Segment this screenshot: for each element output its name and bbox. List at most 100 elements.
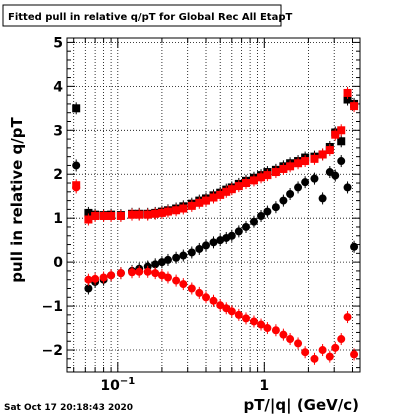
data-point-circle	[157, 271, 166, 280]
data-point-circle	[84, 284, 93, 293]
data-point-circle	[279, 196, 288, 205]
data-point-circle	[318, 194, 327, 203]
data-point-circle	[209, 238, 218, 247]
data-point-square	[257, 173, 266, 182]
y-tick-label: 1	[53, 211, 63, 227]
y-tick-label: 3	[53, 123, 63, 139]
data-point-circle	[294, 183, 303, 192]
data-point-circle	[216, 236, 225, 245]
data-point-square	[350, 102, 359, 111]
data-point-circle	[187, 284, 196, 293]
data-point-circle	[249, 317, 258, 326]
data-point-square	[227, 185, 236, 194]
timestamp-footer: Sat Oct 17 20:18:43 2020	[4, 403, 133, 413]
x-tick-label: 1	[259, 378, 269, 394]
data-point-square	[179, 204, 188, 213]
data-point-square	[91, 211, 100, 220]
data-point-circle	[195, 288, 204, 297]
y-tick-label: 4	[53, 79, 63, 95]
data-point-square	[222, 187, 231, 196]
data-point-circle	[242, 314, 251, 323]
data-point-circle	[257, 211, 266, 220]
title-box	[2, 4, 282, 27]
data-point-circle	[271, 326, 280, 335]
data-point-circle	[331, 343, 340, 352]
x-axis-label: pT/|q| (GeV/c)	[243, 396, 359, 414]
data-point-circle	[310, 174, 319, 183]
data-point-circle	[157, 258, 166, 267]
data-point-square	[99, 211, 108, 220]
data-point-circle	[195, 244, 204, 253]
data-point-square	[116, 211, 125, 220]
data-point-square	[242, 179, 251, 188]
chart-title: Fitted pull in relative q/pT for Global …	[8, 12, 292, 23]
data-point-square	[72, 104, 81, 113]
data-point-circle	[325, 352, 334, 361]
data-point-square	[216, 190, 225, 199]
data-point-circle	[257, 320, 266, 329]
data-point-circle	[179, 251, 188, 260]
data-point-circle	[72, 161, 81, 170]
data-point-square	[143, 210, 152, 219]
data-point-circle	[107, 271, 116, 280]
data-point-square	[325, 146, 334, 155]
data-point-circle	[116, 269, 125, 278]
data-point-circle	[209, 296, 218, 305]
data-point-circle	[350, 350, 359, 359]
data-point-square	[157, 208, 166, 217]
data-point-circle	[294, 339, 303, 348]
plot-border	[66, 37, 361, 373]
data-point-circle	[263, 324, 272, 333]
data-point-circle	[234, 310, 243, 319]
y-tick-label: 2	[53, 167, 63, 183]
data-point-circle	[263, 207, 272, 216]
data-point-circle	[279, 330, 288, 339]
data-point-circle	[99, 273, 108, 282]
data-point-circle	[249, 217, 258, 226]
data-point-square	[209, 193, 218, 202]
data-point-square	[337, 137, 346, 146]
data-point-circle	[91, 274, 100, 283]
data-point-square	[337, 126, 346, 135]
data-point-circle	[151, 260, 160, 269]
data-point-circle	[310, 354, 319, 363]
data-point-circle	[337, 335, 346, 344]
data-point-circle	[337, 157, 346, 166]
data-point-circle	[331, 171, 340, 180]
data-point-square	[202, 196, 211, 205]
data-point-circle	[72, 183, 81, 192]
data-point-square	[151, 209, 160, 218]
data-point-square	[84, 215, 93, 224]
data-point-square	[301, 157, 310, 166]
data-point-square	[163, 207, 172, 216]
data-point-circle	[343, 313, 352, 322]
data-point-circle	[350, 242, 359, 251]
y-tick-label: −2	[42, 343, 63, 359]
data-point-circle	[301, 178, 310, 187]
data-point-circle	[163, 255, 172, 264]
data-point-square	[331, 130, 340, 139]
data-point-circle	[301, 348, 310, 357]
data-point-circle	[202, 241, 211, 250]
data-point-square	[107, 211, 116, 220]
data-point-circle	[84, 275, 93, 284]
data-point-circle	[343, 183, 352, 192]
data-point-circle	[187, 248, 196, 257]
data-point-square	[135, 210, 144, 219]
data-point-circle	[172, 276, 181, 285]
data-point-circle	[286, 335, 295, 344]
data-point-square	[249, 176, 258, 185]
data-point-square	[343, 88, 352, 97]
data-point-square	[271, 168, 280, 177]
data-point-square	[195, 198, 204, 207]
plot-frame	[66, 37, 361, 373]
y-tick-label: −1	[42, 299, 63, 315]
x-tick-exponent: −1	[120, 376, 135, 387]
data-point-circle	[227, 231, 236, 240]
data-point-circle	[216, 301, 225, 310]
data-point-circle	[179, 280, 188, 289]
data-point-square	[128, 210, 137, 219]
data-point-circle	[286, 190, 295, 199]
grid	[67, 38, 360, 372]
